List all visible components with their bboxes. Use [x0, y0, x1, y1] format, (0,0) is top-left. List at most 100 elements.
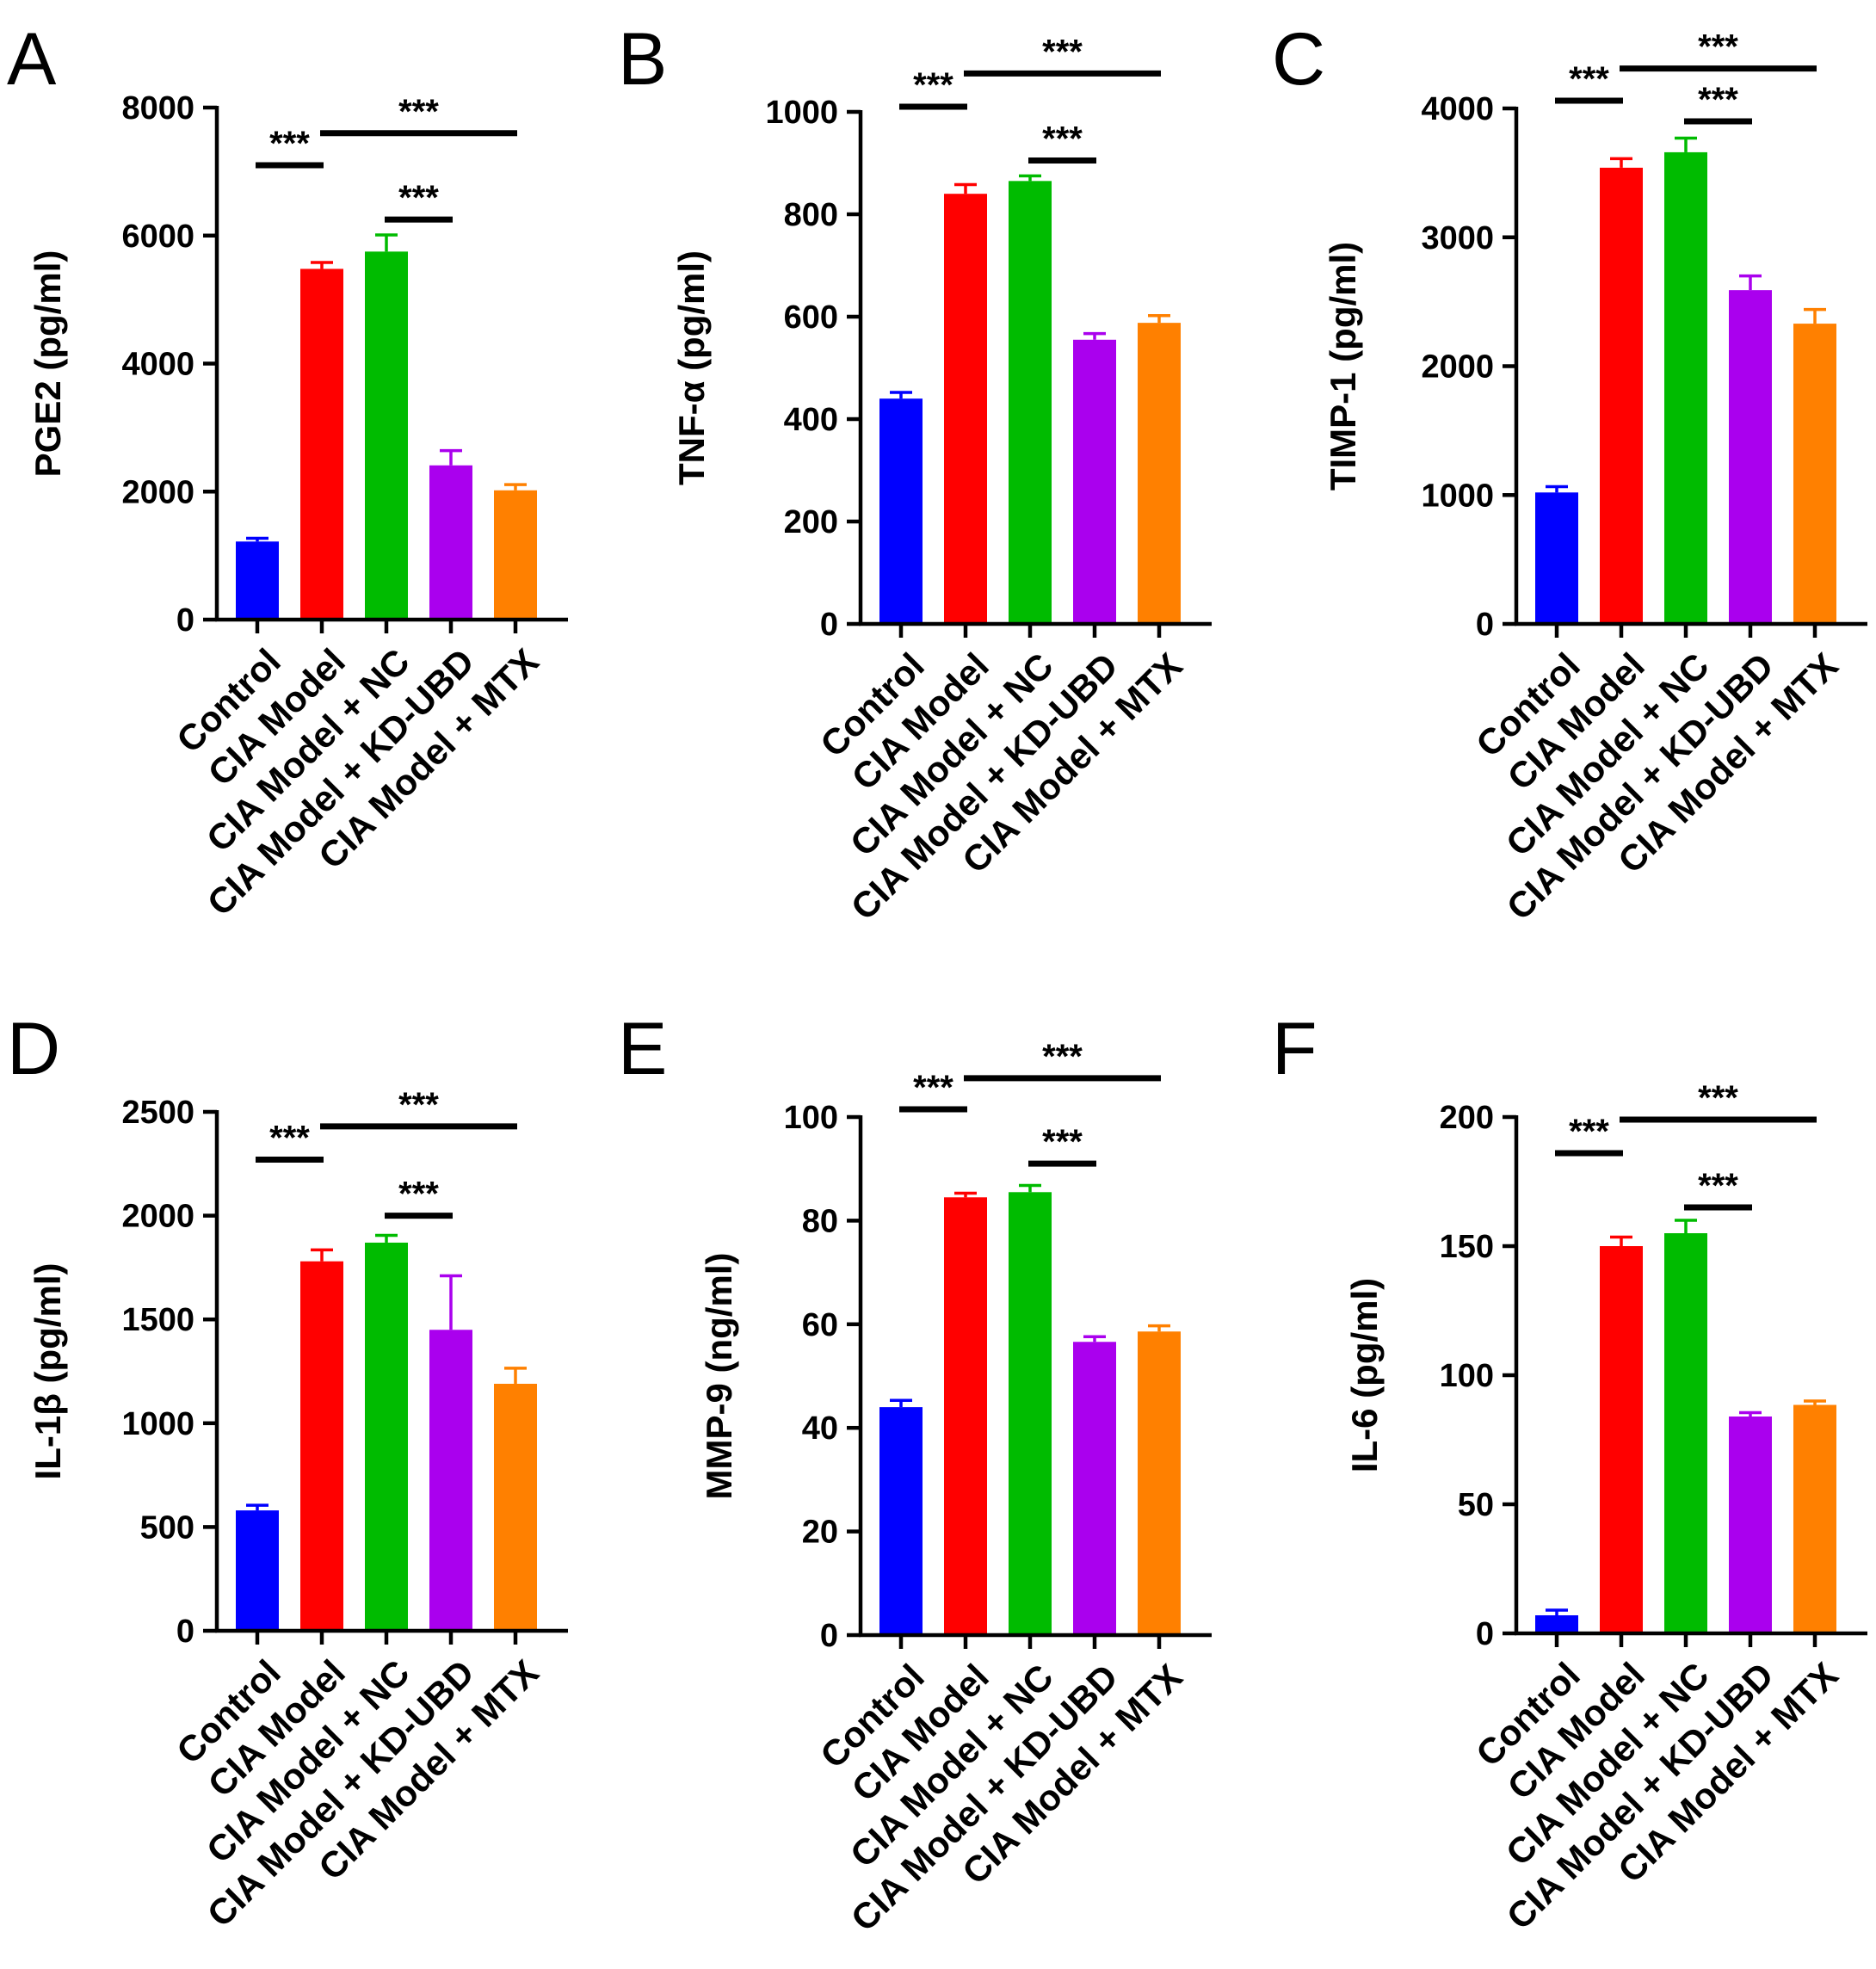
significance-label: ***: [269, 125, 310, 163]
significance-label: ***: [1698, 28, 1738, 66]
bar: [944, 1197, 987, 1635]
y-tick-label: 8000: [121, 90, 194, 127]
significance-label: ***: [913, 1069, 953, 1107]
y-axis-label: PGE2 (pg/ml): [28, 250, 68, 478]
panel-letter: C: [1272, 18, 1325, 101]
bar: [1664, 151, 1707, 625]
bar: [300, 1261, 343, 1631]
y-tick-label: 4000: [1421, 91, 1494, 127]
y-tick-label: 2000: [1421, 349, 1494, 386]
bar: [365, 251, 408, 620]
y-tick-label: 50: [1458, 1487, 1494, 1523]
bar: [1664, 1233, 1707, 1633]
bar: [365, 1242, 408, 1631]
y-axis-label: MMP-9 (ng/ml): [699, 1253, 739, 1500]
y-axis-label: IL-1β (pg/ml): [28, 1263, 68, 1480]
significance-label: ***: [1698, 81, 1738, 119]
bar: [429, 1330, 472, 1631]
bar: [494, 1383, 537, 1631]
y-tick-label: 60: [802, 1307, 838, 1343]
bar: [1535, 492, 1578, 624]
bar: [429, 465, 472, 620]
y-tick-label: 80: [802, 1203, 838, 1239]
bar: [879, 1407, 923, 1635]
bar: [1009, 1192, 1052, 1635]
y-tick-label: 40: [802, 1410, 838, 1447]
y-tick-label: 0: [1476, 1616, 1494, 1652]
panel-letter: B: [618, 18, 667, 101]
bar: [1729, 290, 1772, 624]
significance-label: ***: [1042, 120, 1083, 158]
bar: [1138, 323, 1181, 624]
bar: [1009, 181, 1052, 624]
panel-letter: A: [7, 18, 57, 101]
significance-label: ***: [1042, 33, 1083, 71]
y-tick-label: 600: [784, 299, 838, 336]
y-tick-label: 0: [820, 1618, 838, 1654]
y-tick-label: 2000: [121, 474, 194, 510]
significance-label: ***: [1698, 1079, 1738, 1117]
significance-label: ***: [398, 179, 439, 217]
y-tick-label: 150: [1440, 1229, 1494, 1265]
panel-letter: E: [618, 1008, 667, 1090]
bar: [1793, 324, 1836, 624]
y-tick-label: 400: [784, 402, 838, 438]
significance-label: ***: [1569, 60, 1609, 98]
y-tick-label: 2000: [121, 1199, 194, 1235]
bar: [1600, 167, 1643, 624]
significance-label: ***: [398, 1086, 439, 1124]
y-tick-label: 1000: [765, 95, 838, 131]
significance-label: ***: [1698, 1167, 1738, 1205]
bar: [944, 194, 987, 624]
bar: [236, 541, 279, 620]
y-tick-label: 0: [176, 602, 194, 639]
y-tick-label: 3000: [1421, 220, 1494, 256]
y-tick-label: 0: [1476, 607, 1494, 643]
y-tick-label: 6000: [121, 219, 194, 255]
bar: [1073, 339, 1116, 624]
y-tick-label: 100: [784, 1100, 838, 1136]
bar: [879, 398, 923, 624]
y-axis-label: TNF-α (pg/ml): [671, 250, 712, 485]
y-tick-label: 0: [820, 607, 838, 643]
y-tick-label: 2500: [121, 1095, 194, 1131]
y-tick-label: 20: [802, 1515, 838, 1551]
y-tick-label: 1500: [121, 1302, 194, 1338]
panel-letter: D: [7, 1008, 60, 1090]
significance-label: ***: [1042, 1123, 1083, 1161]
bar: [1535, 1615, 1578, 1633]
panel-letter: F: [1272, 1008, 1318, 1090]
chart-panel-D: DIL-1β (pg/ml)05001000150020002500Contro…: [7, 1008, 568, 1935]
bar: [494, 490, 537, 620]
significance-label: ***: [398, 1176, 439, 1213]
y-tick-label: 200: [1440, 1100, 1494, 1136]
y-tick-label: 800: [784, 197, 838, 233]
significance-label: ***: [269, 1119, 310, 1157]
y-tick-label: 1000: [121, 1406, 194, 1442]
significance-label: ***: [1042, 1038, 1083, 1076]
y-tick-label: 500: [140, 1509, 194, 1546]
y-tick-label: 200: [784, 504, 838, 540]
y-tick-label: 100: [1440, 1358, 1494, 1394]
bar: [1600, 1246, 1643, 1633]
bar: [1073, 1342, 1116, 1635]
bar: [300, 268, 343, 620]
y-axis-label: IL-6 (pg/ml): [1344, 1278, 1385, 1472]
significance-label: ***: [913, 66, 953, 104]
bar: [1729, 1417, 1772, 1633]
significance-label: ***: [1569, 1113, 1609, 1151]
bar: [1138, 1331, 1181, 1635]
y-tick-label: 1000: [1421, 478, 1494, 514]
y-tick-label: 0: [176, 1614, 194, 1650]
bar: [236, 1510, 279, 1631]
bar: [1793, 1404, 1836, 1633]
y-axis-label: TIMP-1 (pg/ml): [1323, 242, 1363, 491]
significance-label: ***: [398, 93, 439, 131]
y-tick-label: 4000: [121, 347, 194, 383]
